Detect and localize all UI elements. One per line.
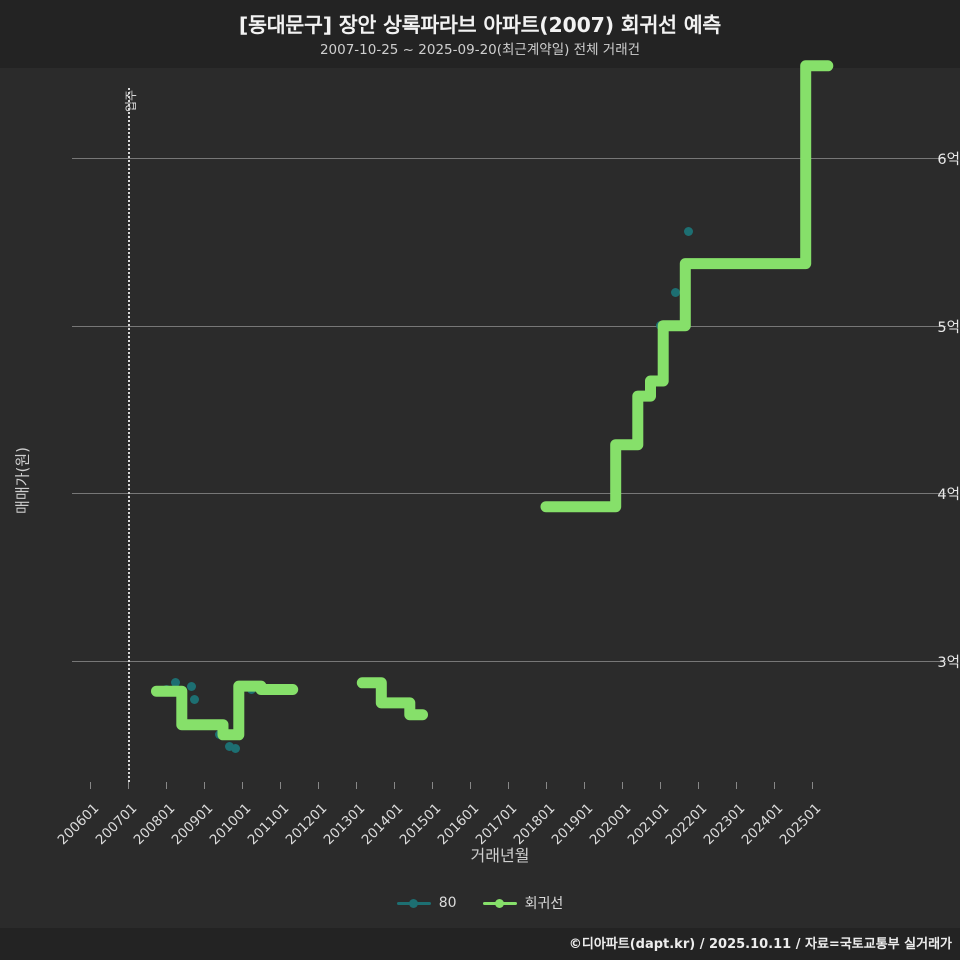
x-axis-tick-mark <box>698 782 699 789</box>
y-axis-tick-label: 5억 <box>937 319 960 336</box>
x-axis-tick-label: 201701 <box>472 800 521 849</box>
scatter-point <box>361 678 370 688</box>
x-axis-tick-label: 201501 <box>396 800 445 849</box>
legend-label: 회귀선 <box>524 896 564 912</box>
scatter-point <box>285 685 294 694</box>
legend-swatch-icon <box>396 897 431 909</box>
x-axis-tick-label: 202001 <box>586 800 635 849</box>
header-band <box>0 0 960 68</box>
x-axis-tick-mark <box>508 782 509 789</box>
x-axis-tick-mark <box>90 782 91 789</box>
scatter-point <box>161 685 171 694</box>
scatter-point <box>224 742 234 751</box>
x-axis-tick-mark <box>812 782 813 789</box>
x-axis-tick-mark <box>432 782 433 789</box>
scatter-point <box>655 321 665 331</box>
legend-label: 80 <box>438 895 457 911</box>
move-in-marker-label: 입주 <box>124 89 138 112</box>
regression-path <box>151 60 834 741</box>
x-axis-tick-mark <box>584 782 585 789</box>
x-axis-tick-mark <box>660 782 661 789</box>
y-axis-tick-label: 4억 <box>937 487 960 504</box>
scatter-point <box>205 720 215 730</box>
y-axis-title: 매매가(원) <box>13 447 32 514</box>
x-axis-tick-label: 202401 <box>738 800 787 849</box>
legend-item[interactable]: 회귀선 <box>482 893 564 913</box>
x-axis-tick-label: 200901 <box>168 800 217 849</box>
x-axis-tick-mark <box>546 782 547 789</box>
x-axis-tick-label: 201401 <box>358 800 407 849</box>
x-axis-tick-label: 200701 <box>92 800 141 849</box>
x-axis-tick-label: 202101 <box>624 800 673 849</box>
scatter-point <box>247 685 256 694</box>
x-axis-tick-label: 202501 <box>776 800 825 849</box>
scatter-point <box>623 440 633 450</box>
gridline <box>72 661 946 662</box>
x-axis-tick-mark <box>774 782 775 789</box>
gridline <box>72 325 946 327</box>
x-axis-tick-mark <box>470 782 471 789</box>
legend-item[interactable]: 80 <box>396 895 457 911</box>
scatter-point <box>684 227 693 237</box>
y-axis-tick-label: 6억 <box>937 152 960 168</box>
scatter-point <box>186 681 196 691</box>
y-axis-tick-label: 3억 <box>937 655 960 671</box>
scatter-point <box>671 287 681 297</box>
x-axis-tick-mark <box>356 782 357 789</box>
x-axis-tick-label: 202301 <box>700 800 749 849</box>
gridline <box>72 493 946 495</box>
scatter-point <box>231 743 241 753</box>
x-axis-tick-label: 201301 <box>320 800 369 849</box>
page-title: [동대문구] 장안 상록파라브 아파트(2007) 회귀선 예측 <box>238 13 722 37</box>
x-axis-tick-mark <box>736 782 737 789</box>
scatter-point <box>215 730 225 740</box>
legend: 80 회귀선 <box>0 893 960 913</box>
x-axis-tick-mark <box>318 782 319 789</box>
legend-swatch-icon <box>482 897 517 909</box>
x-axis-tick-mark <box>166 782 167 789</box>
footer-credit: ©디아파트(dapt.kr) / 2025.10.11 / 자료=국토교통부 실… <box>568 937 952 952</box>
x-axis-tick-mark <box>204 782 205 789</box>
x-axis-tick-label: 200601 <box>54 800 103 849</box>
move-in-marker-line <box>128 88 130 782</box>
x-axis-tick-label: 201201 <box>282 800 331 849</box>
x-axis-tick-mark <box>280 782 281 789</box>
x-axis-tick-mark <box>242 782 243 789</box>
scatter-point <box>190 695 199 705</box>
x-axis-tick-mark <box>128 782 129 789</box>
x-axis-tick-label: 201101 <box>244 800 293 849</box>
x-axis-tick-label: 200801 <box>130 800 179 849</box>
x-axis-tick-label: 201801 <box>510 800 559 849</box>
x-axis-tick-label: 202201 <box>662 800 711 849</box>
x-axis-tick-label: 201001 <box>206 800 255 849</box>
x-axis-tick-mark <box>394 782 395 789</box>
scatter-point <box>405 710 415 720</box>
footer-band <box>0 928 960 960</box>
x-axis-tick-label: 201901 <box>548 800 597 849</box>
x-axis-tick-label: 201601 <box>434 800 483 849</box>
chart-subtitle: 2007-10-25 ~ 2025-09-20(최근계약일) 전체 거래건 <box>319 42 641 58</box>
gridline <box>72 158 946 159</box>
scatter-point <box>646 376 655 386</box>
x-axis-title: 거래년월 <box>470 846 530 865</box>
x-axis-tick-mark <box>622 782 623 789</box>
scatter-point <box>171 678 180 688</box>
